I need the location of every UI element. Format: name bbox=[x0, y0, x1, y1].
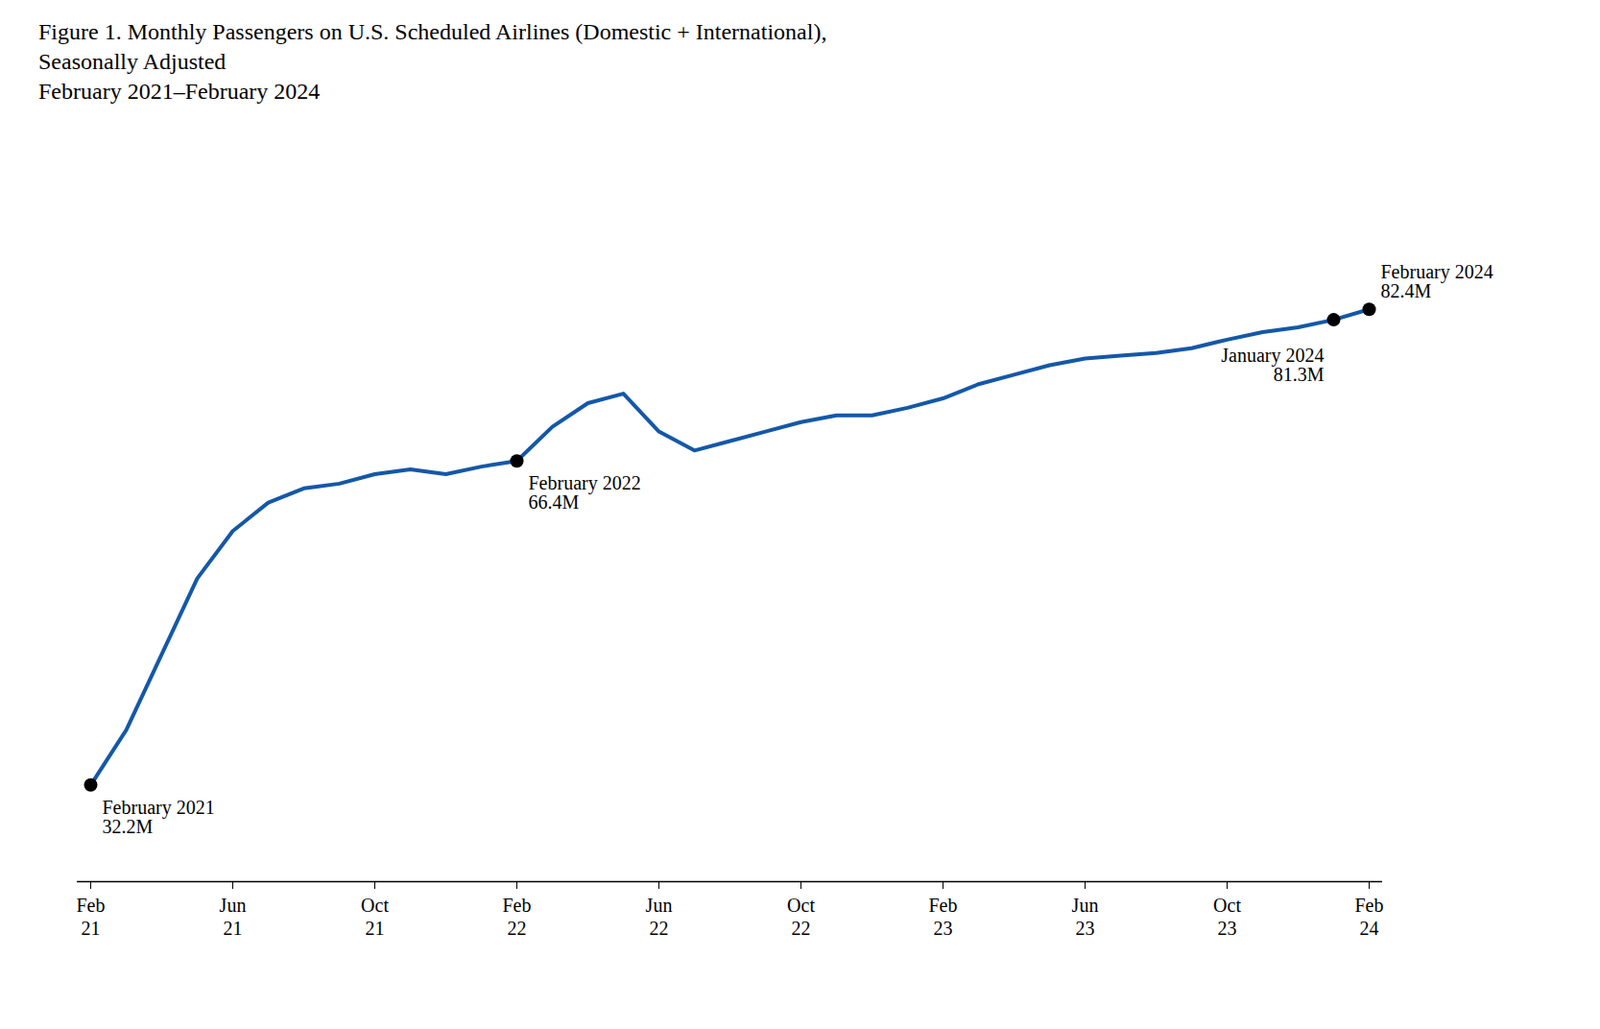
svg-text:Oct22: Oct22 bbox=[787, 893, 815, 938]
svg-text:Jun21: Jun21 bbox=[219, 893, 247, 938]
svg-text:Oct21: Oct21 bbox=[360, 893, 389, 938]
svg-text:Feb21: Feb21 bbox=[76, 893, 106, 938]
svg-text:Feb24: Feb24 bbox=[1355, 893, 1385, 938]
svg-text:Feb23: Feb23 bbox=[929, 893, 958, 938]
svg-text:Feb22: Feb22 bbox=[502, 893, 532, 938]
svg-text:February 202266.4M: February 202266.4M bbox=[528, 472, 642, 513]
svg-text:February 202132.2M: February 202132.2M bbox=[102, 796, 215, 837]
svg-text:January 202481.3M: January 202481.3M bbox=[1220, 344, 1324, 385]
svg-text:Jun22: Jun22 bbox=[645, 893, 673, 938]
svg-text:Oct23: Oct23 bbox=[1213, 893, 1242, 938]
html-text:February 2021–February 2024: February 2021–February 2024 bbox=[38, 79, 320, 105]
html-text:Figure 1. Monthly Passengers o: Figure 1. Monthly Passengers on U.S. Sch… bbox=[38, 19, 827, 75]
svg-text:February 202482.4M: February 202482.4M bbox=[1381, 261, 1494, 302]
svg-text:Jun23: Jun23 bbox=[1072, 893, 1099, 938]
